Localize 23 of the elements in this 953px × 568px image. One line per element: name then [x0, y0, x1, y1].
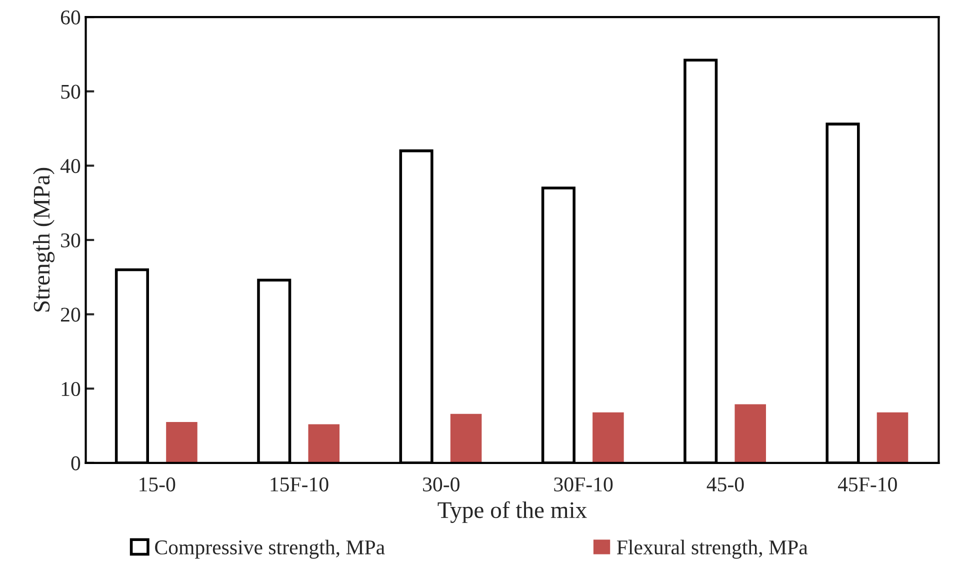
bar [734, 404, 766, 463]
y-tick-label: 30 [61, 233, 80, 248]
legend-label: Compressive strength, MPa [155, 540, 385, 559]
y-tick-label: 40 [60, 159, 80, 174]
x-tick-label: 30-0 [423, 477, 460, 492]
bar [592, 412, 624, 463]
bar [450, 414, 482, 463]
y-axis-title: Strength (MPa) [33, 168, 55, 312]
x-tick-label: 15F-10 [270, 477, 328, 492]
y-tick-label: 0 [71, 456, 80, 470]
y-tick-label: 60 [60, 10, 80, 24]
bar [166, 422, 198, 463]
legend-label: Flexural strength, MPa [616, 540, 808, 559]
x-axis-title: Type of the mix [438, 501, 587, 523]
bar [876, 412, 908, 463]
bar [308, 424, 340, 463]
x-tick-label: 45F-10 [838, 477, 897, 492]
y-tick-label: 50 [61, 84, 80, 99]
y-tick-label: 10 [62, 382, 80, 396]
x-tick-label: 30F-10 [554, 477, 613, 492]
y-tick-label: 20 [60, 308, 80, 322]
x-tick-label: 45-0 [706, 477, 744, 492]
x-tick-label: 15-0 [140, 477, 176, 492]
